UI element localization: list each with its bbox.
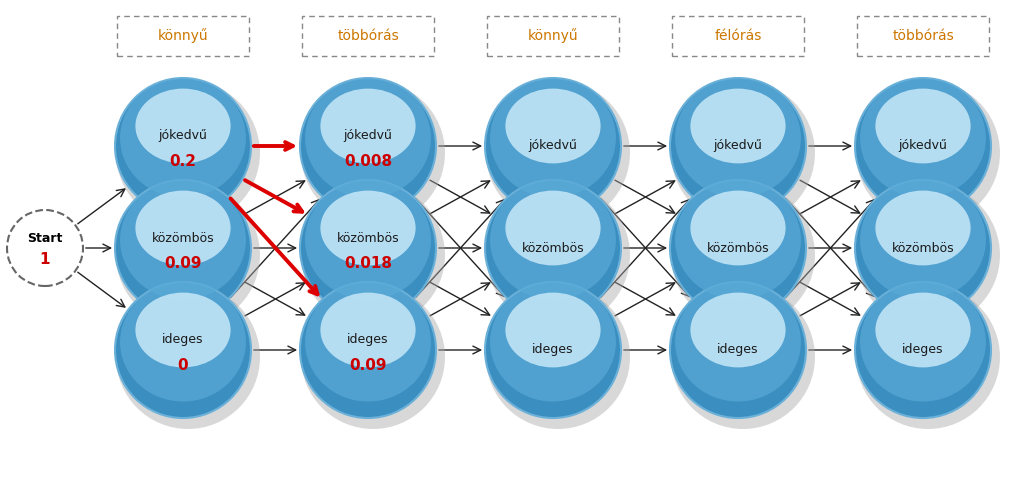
Ellipse shape — [301, 285, 445, 429]
Ellipse shape — [855, 78, 991, 214]
Text: könnyű: könnyű — [528, 29, 578, 44]
Text: közömbös: közömbös — [337, 232, 399, 245]
Ellipse shape — [490, 78, 616, 197]
Text: ideges: ideges — [532, 344, 574, 357]
Ellipse shape — [690, 293, 785, 368]
Ellipse shape — [490, 283, 616, 401]
Ellipse shape — [670, 282, 806, 418]
Ellipse shape — [136, 190, 231, 265]
Text: 0.09: 0.09 — [349, 358, 387, 372]
Text: jókedvű: jókedvű — [158, 129, 207, 142]
Ellipse shape — [300, 180, 436, 316]
Ellipse shape — [120, 78, 246, 197]
Ellipse shape — [505, 89, 600, 163]
Text: közömbös: közömbös — [707, 242, 769, 254]
Ellipse shape — [136, 293, 231, 368]
Ellipse shape — [305, 78, 431, 197]
Ellipse shape — [690, 190, 785, 265]
Text: 0.018: 0.018 — [344, 255, 392, 270]
Ellipse shape — [860, 181, 986, 300]
Ellipse shape — [675, 181, 800, 300]
Ellipse shape — [505, 293, 600, 368]
Ellipse shape — [855, 282, 991, 418]
Ellipse shape — [321, 293, 416, 368]
Ellipse shape — [875, 89, 971, 163]
Text: ideges: ideges — [903, 344, 943, 357]
Ellipse shape — [305, 283, 431, 401]
Ellipse shape — [120, 283, 246, 401]
Ellipse shape — [486, 81, 630, 225]
Ellipse shape — [301, 81, 445, 225]
Text: jókedvű: jókedvű — [529, 139, 578, 152]
Ellipse shape — [670, 78, 806, 214]
Ellipse shape — [300, 282, 436, 418]
Ellipse shape — [115, 180, 251, 316]
Ellipse shape — [675, 78, 800, 197]
Text: 1: 1 — [40, 251, 50, 266]
Ellipse shape — [855, 180, 991, 316]
Text: közömbös: közömbös — [152, 232, 214, 245]
Ellipse shape — [490, 181, 616, 300]
Ellipse shape — [301, 183, 445, 327]
FancyBboxPatch shape — [857, 16, 989, 56]
Ellipse shape — [505, 190, 600, 265]
Ellipse shape — [120, 181, 246, 300]
Text: jókedvű: jókedvű — [898, 139, 947, 152]
Ellipse shape — [486, 183, 630, 327]
Ellipse shape — [115, 282, 251, 418]
Ellipse shape — [300, 78, 436, 214]
Text: többórás: többórás — [892, 29, 954, 43]
Ellipse shape — [305, 181, 431, 300]
Text: ideges: ideges — [347, 333, 389, 347]
FancyBboxPatch shape — [117, 16, 249, 56]
FancyBboxPatch shape — [672, 16, 804, 56]
Ellipse shape — [670, 180, 806, 316]
Ellipse shape — [875, 190, 971, 265]
Ellipse shape — [675, 283, 800, 401]
Ellipse shape — [860, 78, 986, 197]
Ellipse shape — [856, 81, 1000, 225]
Ellipse shape — [671, 81, 815, 225]
Text: 0.2: 0.2 — [169, 153, 196, 169]
Text: félórás: félórás — [715, 29, 762, 43]
Text: 0: 0 — [178, 358, 188, 372]
Ellipse shape — [875, 293, 971, 368]
Text: többórás: többórás — [337, 29, 399, 43]
Ellipse shape — [116, 183, 260, 327]
Ellipse shape — [116, 81, 260, 225]
Ellipse shape — [321, 89, 416, 163]
Ellipse shape — [7, 210, 83, 286]
Ellipse shape — [485, 78, 621, 214]
Text: Start: Start — [28, 233, 62, 246]
Ellipse shape — [321, 190, 416, 265]
FancyBboxPatch shape — [487, 16, 619, 56]
Text: közömbös: közömbös — [891, 242, 955, 254]
Ellipse shape — [116, 285, 260, 429]
Text: könnyű: könnyű — [157, 29, 208, 44]
Text: közömbös: közömbös — [522, 242, 584, 254]
FancyBboxPatch shape — [302, 16, 434, 56]
Ellipse shape — [856, 285, 1000, 429]
Text: jókedvű: jókedvű — [343, 129, 392, 142]
Ellipse shape — [486, 285, 630, 429]
Ellipse shape — [671, 183, 815, 327]
Ellipse shape — [115, 78, 251, 214]
Ellipse shape — [690, 89, 785, 163]
Ellipse shape — [485, 180, 621, 316]
Ellipse shape — [856, 183, 1000, 327]
Text: 0.008: 0.008 — [344, 153, 392, 169]
Text: ideges: ideges — [717, 344, 759, 357]
Ellipse shape — [485, 282, 621, 418]
Ellipse shape — [860, 283, 986, 401]
Text: 0.09: 0.09 — [164, 255, 202, 270]
Text: jókedvű: jókedvű — [714, 139, 763, 152]
Ellipse shape — [136, 89, 231, 163]
Text: ideges: ideges — [162, 333, 204, 347]
Ellipse shape — [671, 285, 815, 429]
